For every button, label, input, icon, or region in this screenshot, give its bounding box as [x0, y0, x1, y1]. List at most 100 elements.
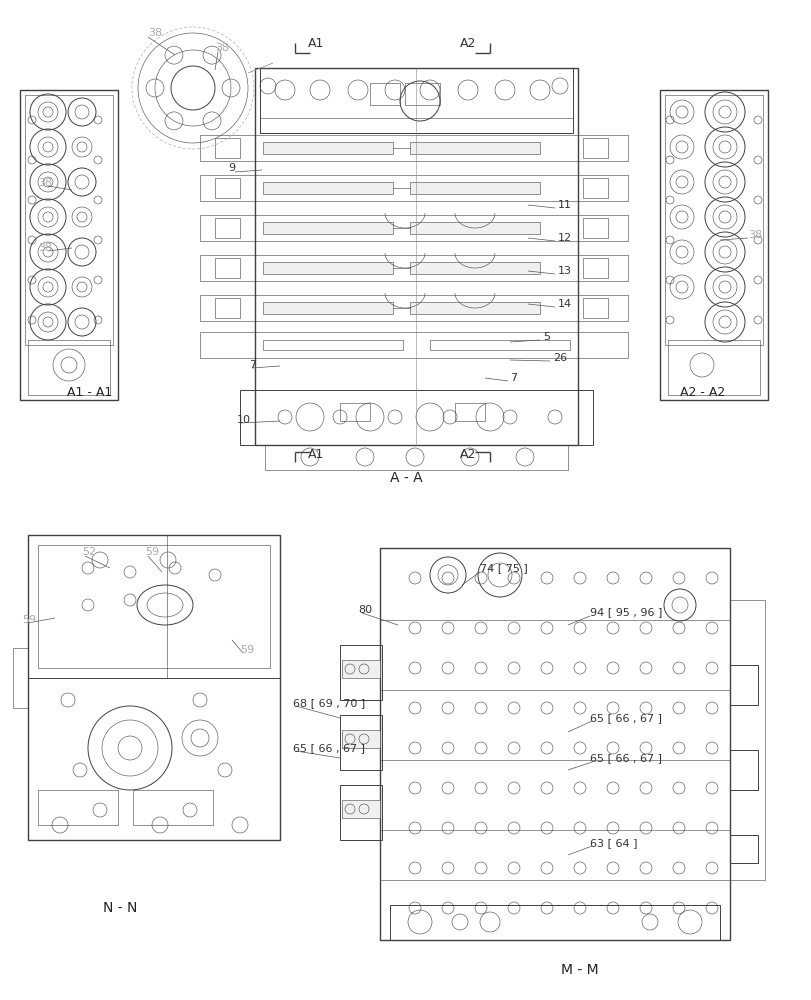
Bar: [340, 785, 381, 840]
Text: N - N: N - N: [103, 901, 137, 915]
Bar: [341, 730, 380, 748]
Bar: [215, 298, 240, 318]
Bar: [370, 83, 400, 105]
Bar: [255, 68, 577, 445]
Bar: [200, 332, 255, 358]
Bar: [577, 175, 627, 201]
Bar: [577, 332, 627, 358]
Bar: [264, 445, 568, 470]
Bar: [389, 905, 719, 940]
Text: 74 [ 75 ]: 74 [ 75 ]: [479, 563, 527, 573]
Bar: [577, 255, 627, 281]
Bar: [577, 135, 627, 161]
Text: 59: 59: [22, 615, 36, 625]
Bar: [263, 142, 393, 154]
Bar: [729, 750, 757, 790]
Bar: [582, 138, 607, 158]
Text: 63 [ 64 ]: 63 [ 64 ]: [590, 838, 637, 848]
Bar: [340, 403, 370, 421]
Text: 65 [ 66 , 67 ]: 65 [ 66 , 67 ]: [590, 753, 661, 763]
Bar: [200, 255, 255, 281]
Text: 26: 26: [552, 353, 566, 363]
Text: 10: 10: [237, 415, 251, 425]
Text: 5: 5: [543, 332, 549, 342]
Text: A1 - A1: A1 - A1: [67, 386, 113, 399]
Bar: [582, 258, 607, 278]
Bar: [263, 182, 393, 194]
Bar: [13, 648, 28, 708]
Bar: [454, 403, 484, 421]
Bar: [664, 95, 762, 345]
Text: 11: 11: [557, 200, 571, 210]
Bar: [410, 262, 539, 274]
Bar: [380, 548, 729, 940]
Bar: [260, 68, 573, 133]
Text: 38: 38: [38, 178, 52, 188]
Bar: [340, 715, 381, 770]
Bar: [582, 178, 607, 198]
Text: 38: 38: [148, 28, 162, 38]
Text: 38: 38: [38, 243, 52, 253]
Bar: [340, 645, 381, 700]
Bar: [25, 95, 113, 345]
Text: 65 [ 66 , 67 ]: 65 [ 66 , 67 ]: [293, 743, 365, 753]
Text: 13: 13: [557, 266, 571, 276]
Text: 65 [ 66 , 67 ]: 65 [ 66 , 67 ]: [590, 713, 661, 723]
Bar: [200, 175, 255, 201]
Bar: [215, 178, 240, 198]
Bar: [263, 262, 393, 274]
Text: 7: 7: [509, 373, 517, 383]
Text: 59: 59: [145, 547, 159, 557]
Bar: [263, 302, 393, 314]
Bar: [200, 215, 255, 241]
Bar: [215, 138, 240, 158]
Bar: [200, 295, 255, 321]
Bar: [200, 135, 255, 161]
Text: M - M: M - M: [560, 963, 598, 977]
Bar: [133, 790, 212, 825]
Text: 38: 38: [215, 43, 229, 53]
Bar: [341, 800, 380, 818]
Bar: [405, 83, 440, 105]
Bar: [410, 142, 539, 154]
Bar: [659, 90, 767, 400]
Bar: [20, 90, 118, 400]
Bar: [729, 600, 764, 880]
Bar: [28, 340, 109, 395]
Bar: [38, 790, 118, 825]
Bar: [667, 340, 759, 395]
Text: A1: A1: [307, 448, 324, 462]
Bar: [729, 665, 757, 705]
Text: 52: 52: [82, 547, 96, 557]
Bar: [729, 835, 757, 863]
Bar: [263, 340, 402, 350]
Bar: [215, 258, 240, 278]
Text: 12: 12: [557, 233, 572, 243]
Text: 9: 9: [228, 163, 235, 173]
Bar: [430, 340, 569, 350]
Bar: [263, 222, 393, 234]
Bar: [28, 535, 280, 840]
Text: 38: 38: [747, 230, 762, 240]
Text: 7: 7: [249, 360, 255, 370]
Text: A1: A1: [307, 37, 324, 50]
Bar: [410, 302, 539, 314]
Text: 59: 59: [240, 645, 254, 655]
Text: A - A: A - A: [389, 471, 422, 485]
Bar: [577, 215, 627, 241]
Bar: [240, 390, 592, 445]
Text: 94 [ 95 , 96 ]: 94 [ 95 , 96 ]: [590, 607, 662, 617]
Bar: [410, 222, 539, 234]
Bar: [582, 298, 607, 318]
Text: 14: 14: [557, 299, 572, 309]
Bar: [577, 295, 627, 321]
Text: A2: A2: [460, 448, 476, 462]
Text: 68 [ 69 , 70 ]: 68 [ 69 , 70 ]: [293, 698, 365, 708]
Bar: [215, 218, 240, 238]
Bar: [341, 660, 380, 678]
Text: A2: A2: [460, 37, 476, 50]
Text: A2 - A2: A2 - A2: [680, 386, 725, 399]
Bar: [38, 545, 270, 668]
Bar: [410, 182, 539, 194]
Bar: [582, 218, 607, 238]
